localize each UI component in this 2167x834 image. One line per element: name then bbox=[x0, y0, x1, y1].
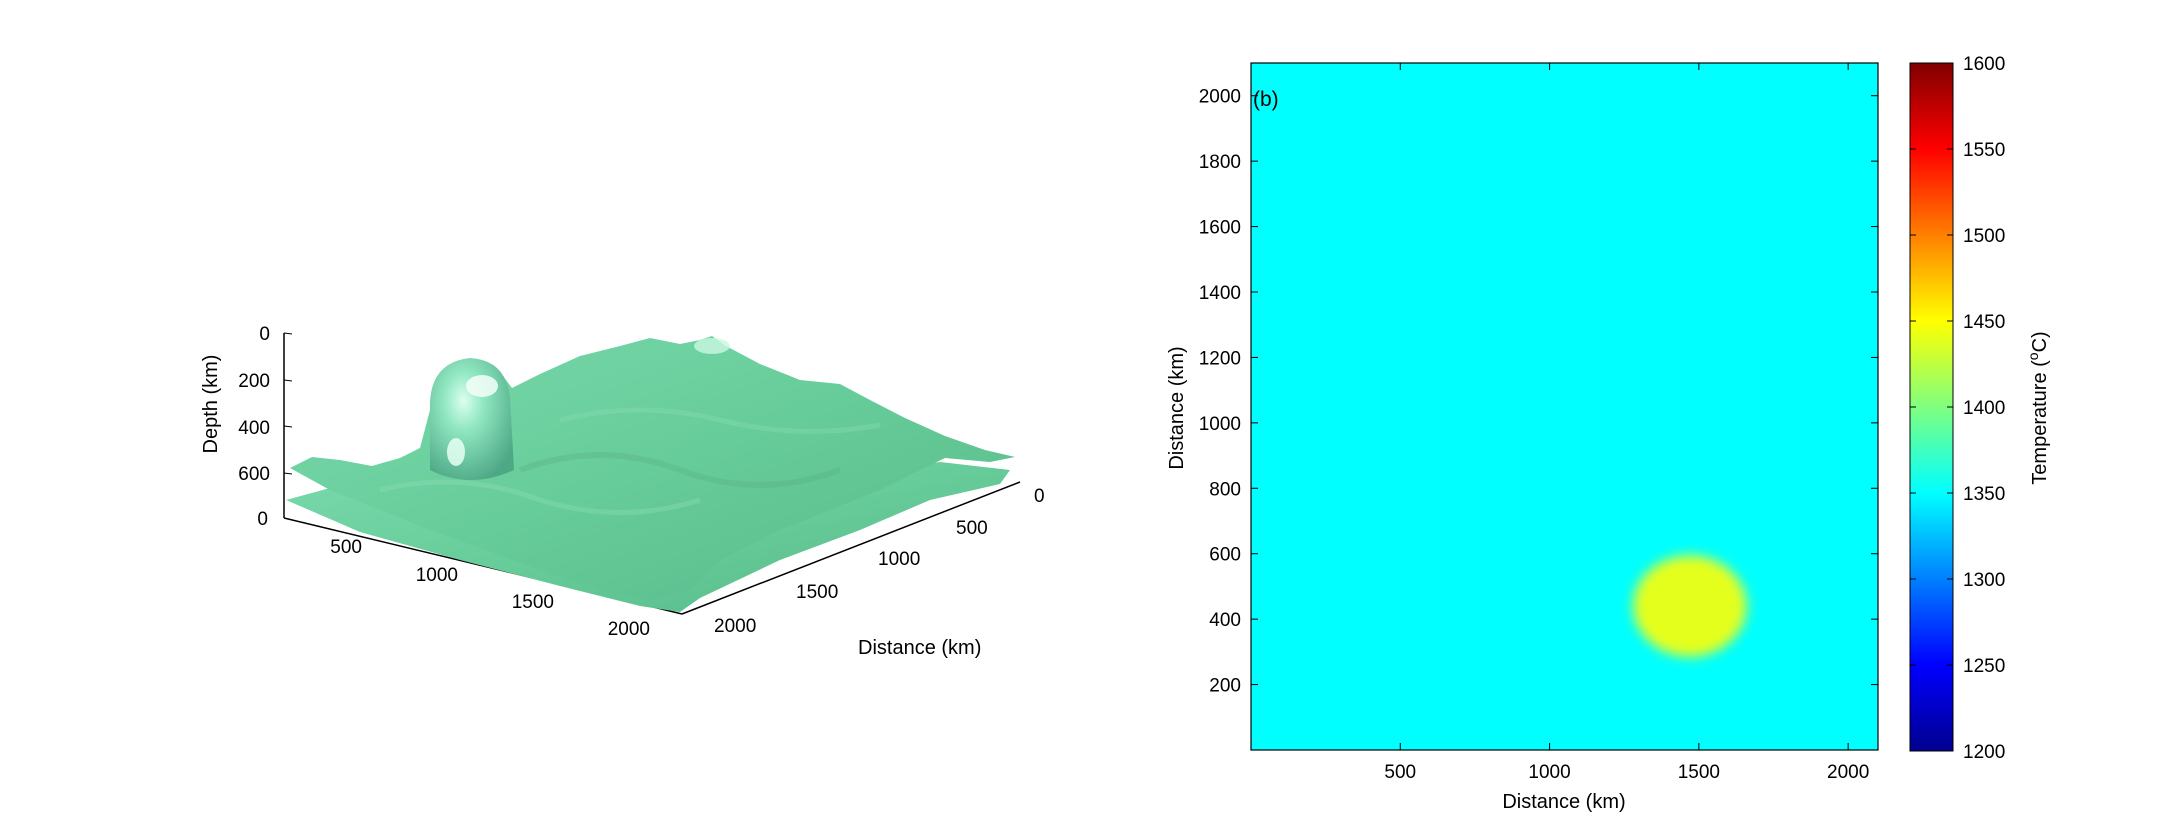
colorbar-tick-label: 1550 bbox=[1963, 140, 2005, 161]
z-tick-mark bbox=[283, 472, 293, 475]
heatmap-frame bbox=[1250, 62, 1879, 751]
heatmap-background bbox=[1251, 63, 1878, 750]
colorbar-tick-label: 1300 bbox=[1963, 570, 2005, 591]
z-axis-label: Depth (km) bbox=[200, 355, 222, 454]
x-tick-label: 1500 bbox=[1678, 762, 1720, 783]
z-tick-label: 400 bbox=[238, 418, 270, 439]
y-tick-label: 1200 bbox=[1199, 348, 1241, 369]
y-tick-label: 500 bbox=[956, 518, 988, 539]
heatmap-panel: 500 1000 1500 2000 200 400 600 800 1000 1200 1400… bbox=[1166, 54, 2051, 813]
z-tick-label: 600 bbox=[238, 464, 270, 485]
temperature-anomaly bbox=[1633, 555, 1747, 657]
colorbar-tick-label: 1250 bbox=[1963, 656, 2005, 677]
y-tick-label: 1800 bbox=[1199, 152, 1241, 173]
y-axis-line bbox=[681, 481, 1021, 615]
y-tick-label: 2000 bbox=[1199, 87, 1241, 108]
x-tick-label: 500 bbox=[1384, 762, 1416, 783]
panel-label: (b) bbox=[1253, 88, 1279, 111]
colorbar-tick-label: 1350 bbox=[1963, 484, 2005, 505]
y-tick-label: 1400 bbox=[1199, 283, 1241, 304]
heatmap-x-axis-label: Distance (km) bbox=[1502, 791, 1625, 813]
z-tick-label: 200 bbox=[238, 371, 270, 392]
x-tick-label: 500 bbox=[330, 537, 362, 558]
colorbar-tick-label: 1450 bbox=[1963, 312, 2005, 333]
surface-shading bbox=[518, 452, 842, 488]
x-tick-label: 2000 bbox=[1827, 762, 1869, 783]
x-tick-label: 1000 bbox=[1528, 762, 1570, 783]
anomaly-layer bbox=[1633, 555, 1747, 657]
y-tick-label: 800 bbox=[1209, 479, 1241, 500]
surface-shading bbox=[379, 479, 701, 515]
y-tick-label: 1000 bbox=[878, 549, 920, 570]
heatmap-y-axis-label: Distance (km) bbox=[1166, 346, 1188, 469]
ridge-bump bbox=[694, 338, 730, 354]
colorbar-label: Temperature (oC) bbox=[2025, 331, 2051, 484]
z-tick-mark bbox=[283, 332, 293, 335]
z-tick-label: 0 bbox=[259, 324, 270, 345]
colorbar-tick-label: 1400 bbox=[1963, 398, 2005, 419]
y-ticks: 200 400 600 800 1000 1200 1400 1600 1800 2000 bbox=[1199, 87, 1878, 697]
surface-3d-panel: 0 200 400 600 Depth (km) 0 500 1000 1500… bbox=[200, 324, 1045, 659]
x-axis-label: Distance (km) bbox=[858, 637, 981, 659]
y-tick-label: 1500 bbox=[796, 582, 838, 603]
y-tick-label: 1600 bbox=[1199, 218, 1241, 239]
y-tick-label: 0 bbox=[1034, 486, 1045, 507]
colorbar-tick-label: 1500 bbox=[1963, 226, 2005, 247]
colorbar bbox=[1910, 63, 1953, 751]
x-ticks: 500 1000 1500 2000 bbox=[1384, 63, 1869, 783]
colorbar-tick-label: 1200 bbox=[1963, 742, 2005, 763]
plume-highlight bbox=[447, 438, 465, 466]
y-tick-label: 1000 bbox=[1199, 414, 1241, 435]
colorbar-tick-label: 1600 bbox=[1963, 54, 2005, 75]
x-tick-label: 0 bbox=[257, 509, 268, 530]
surface-shading bbox=[559, 407, 881, 434]
x-tick-label: 1500 bbox=[512, 592, 554, 613]
y-tick-label: 2000 bbox=[714, 616, 756, 637]
x-tick-label: 1000 bbox=[416, 565, 458, 586]
z-tick-mark bbox=[283, 425, 293, 428]
plume-highlight bbox=[466, 375, 498, 397]
y-tick-label: 600 bbox=[1209, 545, 1241, 566]
plume-head bbox=[430, 358, 514, 480]
z-tick-mark bbox=[283, 379, 293, 382]
y-tick-label: 200 bbox=[1209, 676, 1241, 697]
colorbar-ticks: 1200 1250 1300 1350 1400 1450 1500 1550 1600 bbox=[1910, 54, 2005, 763]
y-tick-label: 400 bbox=[1209, 610, 1241, 631]
x-tick-label: 2000 bbox=[608, 619, 650, 640]
